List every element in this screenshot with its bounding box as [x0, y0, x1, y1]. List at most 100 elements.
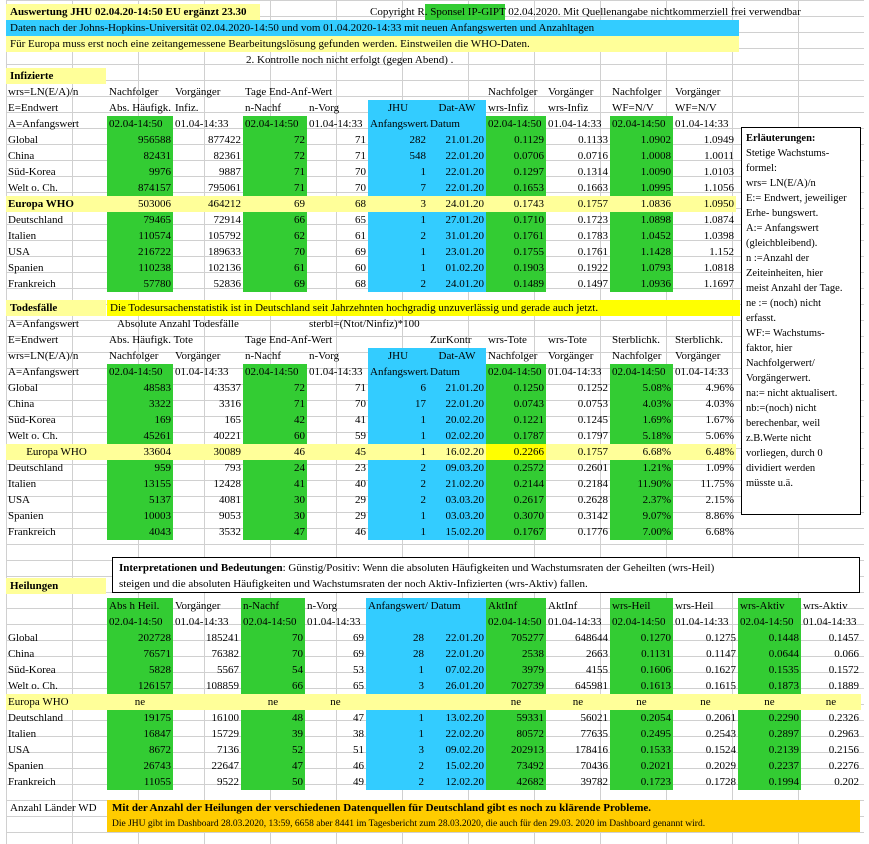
inf-value[interactable]: 69	[243, 276, 307, 292]
heil-value[interactable]: 0.1275	[705, 632, 736, 644]
inf-value[interactable]: 66	[243, 212, 307, 228]
heil-value[interactable]: 4155	[586, 664, 608, 676]
inf-value[interactable]: 795061	[208, 182, 241, 194]
inf-header3[interactable]: 02.04-14:50	[486, 116, 546, 132]
heil-value[interactable]: 202913	[486, 742, 546, 758]
inf-value[interactable]: 9976	[107, 164, 173, 180]
tod-value[interactable]: 1.09%	[705, 462, 734, 474]
tod-value[interactable]: 24	[243, 460, 307, 476]
inf-value[interactable]: 31.01.20	[428, 228, 486, 244]
tod-value[interactable]: 3532	[219, 526, 241, 538]
heil-value[interactable]: 22.01.20	[426, 630, 486, 646]
inf-header1[interactable]: Nachfolger	[612, 86, 662, 98]
tod-value[interactable]: 5137	[107, 492, 173, 508]
heil-header2[interactable]	[366, 614, 486, 630]
heil-value[interactable]: 42682	[486, 774, 546, 790]
inf-header2[interactable]: n-Vorg	[309, 102, 340, 114]
tod-value[interactable]: 2.15%	[705, 494, 734, 506]
tod-header3[interactable]: 02.04-14:50	[486, 364, 546, 380]
inf-value[interactable]: 0.1757	[546, 196, 610, 212]
heil-value[interactable]: 185241	[206, 632, 239, 644]
heil-value[interactable]: 76382	[211, 648, 240, 660]
inf-value[interactable]: 61	[355, 230, 366, 242]
tod-value[interactable]: 41	[355, 414, 366, 426]
inf-value[interactable]: 1	[368, 244, 428, 260]
heil-value[interactable]: 28	[366, 630, 426, 646]
heil-value[interactable]: 702739	[486, 678, 546, 694]
heil-value[interactable]: 47	[353, 712, 364, 724]
heil-value[interactable]: 108859	[206, 680, 239, 692]
heil-header1[interactable]: n-Nachf	[241, 598, 305, 614]
tod-value[interactable]: 59	[355, 430, 366, 442]
heil-value[interactable]: 38	[353, 728, 364, 740]
country-label[interactable]: USA	[8, 744, 31, 756]
tod-value[interactable]: 165	[224, 414, 242, 426]
tod-value[interactable]: 0.1757	[546, 444, 610, 460]
inf-value[interactable]: 72914	[213, 214, 242, 226]
inf-header3[interactable]: 01.04-14:33	[175, 118, 229, 130]
tod-value[interactable]: 13155	[107, 476, 173, 492]
heil-value[interactable]: 0.2054	[610, 710, 673, 726]
europe-note[interactable]: Für Europa muss erst noch eine zeitangem…	[10, 38, 530, 50]
tod-value[interactable]: 23	[355, 462, 366, 474]
country-label[interactable]: USA	[8, 494, 31, 506]
heil-value[interactable]: 73492	[486, 758, 546, 774]
tod-header3[interactable]: 01.04-14:33	[309, 366, 363, 378]
tod-value[interactable]: 0.0743	[486, 396, 546, 412]
tod-header3[interactable]: 01.04-14:33	[675, 366, 729, 378]
heil-value[interactable]: 09.02.20	[426, 742, 486, 758]
heil-header1[interactable]: Vorgänger	[175, 600, 221, 612]
heil-value[interactable]: 9522	[217, 776, 239, 788]
heil-value[interactable]: 15.02.20	[426, 758, 486, 774]
inf-value[interactable]: 71	[355, 150, 366, 162]
tod-value[interactable]: 0.1787	[486, 428, 546, 444]
heil-value[interactable]: 0.2897	[738, 726, 801, 742]
inf-value[interactable]: 0.1755	[486, 244, 546, 260]
tod-value[interactable]: 5.08%	[610, 380, 673, 396]
heil-header2[interactable]: 01.04-14:33	[675, 616, 729, 628]
tod-header2[interactable]: Dat-AW	[428, 348, 486, 364]
inf-header2[interactable]: Abs. Häufigk.	[109, 102, 172, 114]
country-label[interactable]: Global	[8, 134, 38, 146]
inf-value[interactable]: 1.0103	[703, 166, 734, 178]
inf-value[interactable]: 22.01.20	[428, 148, 486, 164]
inf-value[interactable]: 1	[368, 260, 428, 276]
inf-value[interactable]: 0.0706	[486, 148, 546, 164]
tod-value[interactable]: 11.75%	[700, 478, 734, 490]
inf-header2[interactable]: E=Endwert	[8, 102, 59, 114]
heil-value[interactable]: 69	[353, 632, 364, 644]
inf-value[interactable]: 22.01.20	[428, 164, 486, 180]
heil-header2[interactable]: 01.04-14:33	[548, 616, 602, 628]
heil-value[interactable]: 0.2139	[738, 742, 801, 758]
heil-value[interactable]: 16847	[107, 726, 173, 742]
country-label[interactable]: Europa WHO	[6, 444, 107, 460]
inf-value[interactable]: 874157	[107, 180, 173, 196]
heil-value[interactable]: 0.2061	[705, 712, 736, 724]
inf-header3[interactable]: 02.04-14:50	[107, 116, 173, 132]
inf-value[interactable]: 1.0090	[610, 164, 673, 180]
tod-value[interactable]: 16.02.20	[428, 444, 486, 460]
tod-value[interactable]: 5.18%	[610, 428, 673, 444]
heil-value[interactable]: ne	[546, 694, 610, 710]
heil-value[interactable]: 0.2326	[828, 712, 859, 724]
heil-value[interactable]: 50	[241, 774, 305, 790]
heil-value[interactable]: ne	[801, 694, 861, 710]
tod-value[interactable]: 1	[368, 508, 428, 524]
heil-value[interactable]: 66	[241, 678, 305, 694]
country-label[interactable]: China	[8, 398, 35, 410]
tod-value[interactable]: 7.00%	[610, 524, 673, 540]
tod-header3[interactable]: 02.04-14:50	[107, 364, 173, 380]
inf-header3[interactable]: Anfangswert/	[368, 116, 430, 132]
inf-value[interactable]: 0.1922	[577, 262, 608, 274]
tod-value[interactable]: 70	[355, 398, 366, 410]
inf-value[interactable]: 68	[307, 196, 368, 212]
inf-header1[interactable]: Vorgänger	[548, 86, 594, 98]
tod-value[interactable]: 0.2617	[486, 492, 546, 508]
heil-header1[interactable]: wrs-Aktiv	[803, 600, 848, 612]
inf-value[interactable]: 0.1761	[577, 246, 608, 258]
inf-value[interactable]: 216722	[107, 244, 173, 260]
tod-value[interactable]: 33604	[107, 444, 173, 460]
heil-value[interactable]: 0.0644	[738, 646, 801, 662]
tod-value[interactable]: 30089	[173, 444, 243, 460]
tod-value[interactable]: 9053	[219, 510, 241, 522]
